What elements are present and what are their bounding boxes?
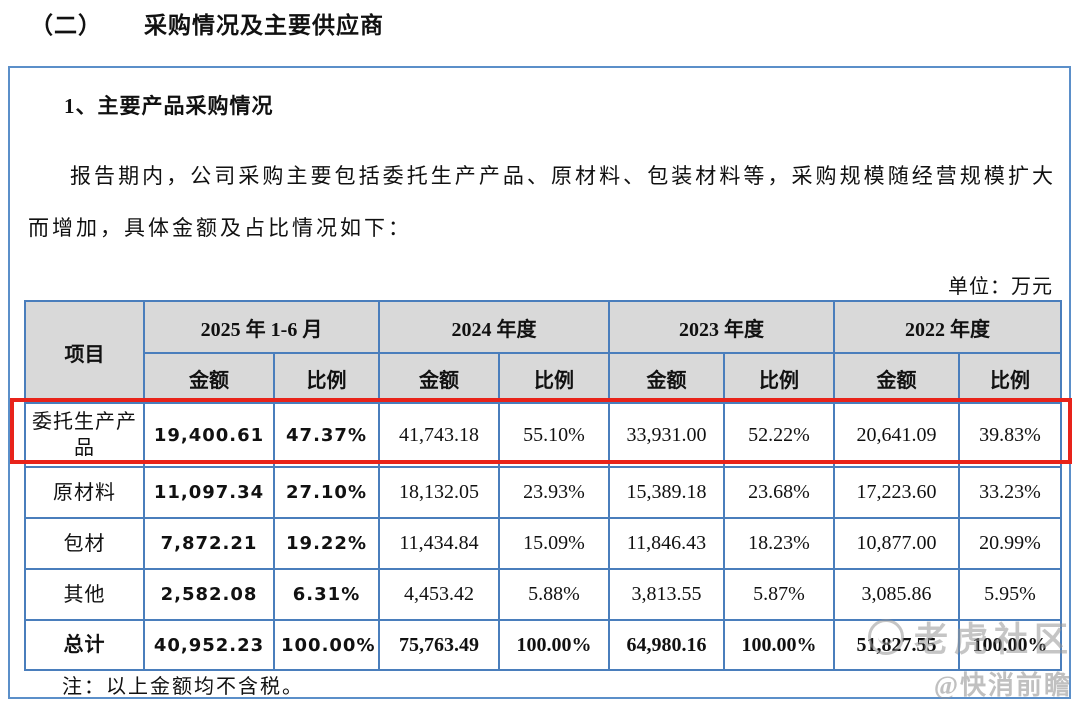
col-header-amount: 金额 [833, 352, 961, 404]
col-header-period-2024: 2024 年度 [378, 300, 611, 354]
cell-ratio-2025: 100.00% [272, 619, 381, 671]
col-header-ratio: 比例 [272, 352, 381, 404]
col-header-item: 项目 [24, 300, 145, 404]
col-header-ratio: 比例 [723, 352, 836, 404]
row-label: 原材料 [24, 466, 145, 519]
col-header-period-2023: 2023 年度 [608, 300, 836, 354]
row-label: 委托生产产品 [24, 402, 145, 468]
cell-amount-2023: 33,931.00 [608, 402, 726, 468]
cell-ratio-2024: 23.93% [498, 466, 611, 519]
procurement-table: 项目 2025 年 1-6 月 2024 年度 2023 年度 2022 年度 … [24, 300, 1063, 671]
section-heading: （二） 采购情况及主要供应商 [30, 6, 384, 40]
cell-ratio-2024: 100.00% [498, 619, 611, 671]
col-header-ratio: 比例 [498, 352, 611, 404]
table-row-packaging: 包材 7,872.21 19.22% 11,434.84 15.09% 11,8… [24, 517, 1063, 570]
cell-amount-2025: 19,400.61 [143, 402, 275, 468]
row-label: 总计 [24, 619, 145, 671]
cell-ratio-2024: 55.10% [498, 402, 611, 468]
table-row-raw-materials: 原材料 11,097.34 27.10% 18,132.05 23.93% 15… [24, 466, 1063, 519]
cell-ratio-2025: 27.10% [272, 466, 381, 519]
subsection-heading: 1、主要产品采购情况 [64, 94, 274, 118]
table-row-consigned-production: 委托生产产品 19,400.61 47.37% 41,743.18 55.10%… [24, 402, 1063, 468]
footnote: 注：以上金额均不含税。 [62, 676, 304, 698]
cell-ratio-2025: 19.22% [272, 517, 381, 570]
col-header-ratio: 比例 [958, 352, 1063, 404]
cell-ratio-2022: 100.00% [958, 619, 1063, 671]
cell-ratio-2022: 20.99% [958, 517, 1063, 570]
cell-ratio-2023: 23.68% [723, 466, 836, 519]
col-header-amount: 金额 [143, 352, 275, 404]
intro-paragraph: 报告期内，公司采购主要包括委托生产产品、原材料、包装材料等，采购规模随经营规模扩… [28, 164, 1056, 240]
cell-amount-2023: 11,846.43 [608, 517, 726, 570]
section-number: （二） [30, 13, 102, 38]
tiger-logo-icon [868, 618, 904, 655]
cell-amount-2022: 17,223.60 [833, 466, 961, 519]
cell-ratio-2022: 39.83% [958, 402, 1063, 468]
col-header-period-2025: 2025 年 1-6 月 [142, 300, 381, 354]
cell-ratio-2023: 18.23% [723, 517, 836, 570]
col-header-amount: 金额 [378, 352, 501, 404]
cell-ratio-2023: 5.87% [723, 568, 836, 621]
watermark-community-name: 老虎社区 [914, 622, 1074, 659]
cell-ratio-2025: 47.37% [272, 402, 381, 468]
cell-ratio-2024: 5.88% [498, 568, 611, 621]
cell-ratio-2023: 100.00% [723, 619, 836, 671]
col-header-amount: 金额 [608, 352, 726, 404]
table-row-total: 总计 40,952.23 100.00% 75,763.49 100.00% 6… [24, 619, 1063, 671]
cell-amount-2022: 3,085.86 [833, 568, 961, 621]
cell-amount-2024: 41,743.18 [378, 402, 501, 468]
col-header-period-2022: 2022 年度 [833, 300, 1063, 354]
cell-amount-2023: 64,980.16 [608, 619, 726, 671]
cell-ratio-2022: 33.23% [958, 466, 1063, 519]
table-row-other: 其他 2,582.08 6.31% 4,453.42 5.88% 3,813.5… [24, 568, 1063, 621]
cell-amount-2022: 20,641.09 [833, 402, 961, 468]
cell-amount-2024: 75,763.49 [378, 619, 501, 671]
cell-amount-2025: 40,952.23 [143, 619, 275, 671]
section-title: 采购情况及主要供应商 [144, 13, 384, 38]
cell-amount-2024: 18,132.05 [378, 466, 501, 519]
row-label: 包材 [24, 517, 145, 570]
cell-ratio-2025: 6.31% [272, 568, 381, 621]
row-label: 其他 [24, 568, 145, 621]
content-box: 1、主要产品采购情况 报告期内，公司采购主要包括委托生产产品、原材料、包装材料等… [8, 66, 1071, 699]
cell-amount-2025: 7,872.21 [143, 517, 275, 570]
unit-label: 单位：万元 [948, 276, 1053, 298]
cell-amount-2024: 4,453.42 [378, 568, 501, 621]
cell-ratio-2022: 5.95% [958, 568, 1063, 621]
watermark: 老虎社区 @快消前瞻 [868, 612, 1074, 701]
cell-amount-2024: 11,434.84 [378, 517, 501, 570]
watermark-handle: @快消前瞻 [933, 671, 1072, 700]
cell-ratio-2024: 15.09% [498, 517, 611, 570]
cell-amount-2023: 3,813.55 [608, 568, 726, 621]
cell-amount-2023: 15,389.18 [608, 466, 726, 519]
cell-amount-2025: 2,582.08 [143, 568, 275, 621]
cell-ratio-2023: 52.22% [723, 402, 836, 468]
cell-amount-2025: 11,097.34 [143, 466, 275, 519]
cell-amount-2022: 10,877.00 [833, 517, 961, 570]
